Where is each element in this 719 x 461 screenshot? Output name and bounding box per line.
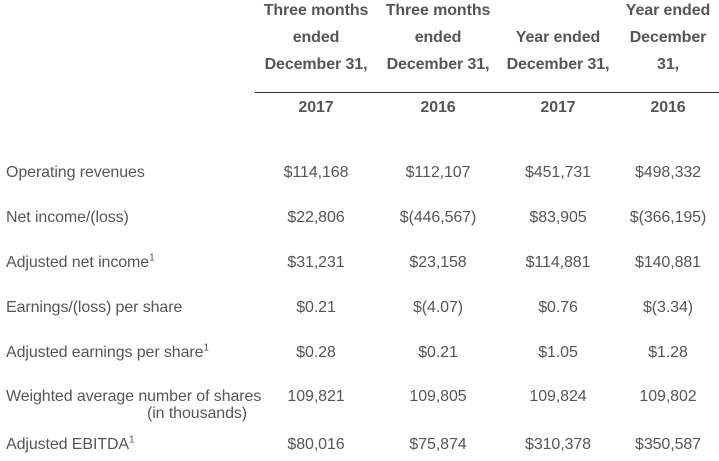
column-header-line: December 31, xyxy=(506,56,610,73)
cell-value: $(366,195) xyxy=(629,208,707,226)
year-row: 2017 2016 2017 2016 xyxy=(0,92,719,121)
table-row-operating-revenues: Operating revenues $114,168 $112,107 $45… xyxy=(0,150,719,195)
table-row-adjusted-net-income: Adjusted net income1 $31,231 $23,158 $11… xyxy=(0,240,719,285)
row-label: Weighted average number of shares (in th… xyxy=(0,388,262,422)
cell-value: $0.21 xyxy=(418,343,458,361)
row-label-text: Adjusted earnings per share xyxy=(6,343,204,361)
column-header-line: December 31, xyxy=(264,56,368,73)
column-year: 2017 xyxy=(298,99,334,116)
table-row-weighted-shares: Weighted average number of shares (in th… xyxy=(0,375,719,432)
cell-value: $114,881 xyxy=(525,253,591,271)
row-label: Adjusted EBITDA1 xyxy=(0,434,255,454)
column-header-line: Year ended xyxy=(515,29,601,46)
cell-value: $451,731 xyxy=(525,163,591,181)
row-label-subtext: (in thousands) xyxy=(147,405,247,422)
cell-value: 109,821 xyxy=(287,388,345,405)
cell-value: $(3.34) xyxy=(643,298,693,316)
row-label-text: Earnings/(loss) per share xyxy=(6,298,183,316)
row-label-text: Net income/(loss) xyxy=(6,208,129,226)
row-label-text: Weighted average number of shares xyxy=(6,388,262,405)
column-header-fy-2017: Year ended December 31, xyxy=(499,0,617,92)
row-label-text: Adjusted net income xyxy=(6,253,150,271)
cell-value: $23,158 xyxy=(409,253,467,271)
column-header-line: Three months xyxy=(263,2,369,19)
cell-value: $22,806 xyxy=(287,208,345,226)
cell-value: $0.28 xyxy=(296,343,336,361)
column-header-line: Three months xyxy=(385,2,491,19)
cell-value: $0.21 xyxy=(296,298,336,316)
cell-value: 109,824 xyxy=(529,388,587,405)
column-header-line: December 31, xyxy=(629,29,707,73)
row-label: Operating revenues xyxy=(0,164,255,182)
column-year: 2017 xyxy=(540,99,576,116)
cell-value: $1.28 xyxy=(648,343,688,361)
footnote-marker: 1 xyxy=(149,252,155,264)
table-body: Operating revenues $114,168 $112,107 $45… xyxy=(0,150,719,461)
cell-value: $310,378 xyxy=(525,436,591,453)
column-year: 2016 xyxy=(650,99,686,116)
row-label: Adjusted net income1 xyxy=(0,252,255,272)
column-header-line: ended xyxy=(414,29,462,46)
footnote-marker: 1 xyxy=(203,342,209,354)
footnote-marker: 1 xyxy=(129,434,135,446)
cell-value: $140,881 xyxy=(635,253,701,271)
table-header-row: Three months ended December 31, Three mo… xyxy=(0,0,719,92)
cell-value: $80,016 xyxy=(287,436,345,453)
cell-value: $498,332 xyxy=(635,163,701,181)
column-header-q4-2016: Three months ended December 31, xyxy=(377,0,499,92)
column-header-line: ended xyxy=(292,29,340,46)
cell-value: $350,587 xyxy=(635,436,701,453)
cell-value: 109,805 xyxy=(409,388,467,405)
column-header-line: Year ended xyxy=(625,2,711,19)
row-label: Earnings/(loss) per share xyxy=(0,299,255,317)
cell-value: $1.05 xyxy=(538,343,578,361)
table-row-adjusted-ebitda: Adjusted EBITDA1 $80,016 $75,874 $310,37… xyxy=(0,432,719,461)
cell-value: $83,905 xyxy=(529,208,587,226)
column-header-line: December 31, xyxy=(386,56,490,73)
column-header-q4-2017: Three months ended December 31, xyxy=(255,0,377,92)
header-spacer xyxy=(0,0,255,92)
column-year: 2016 xyxy=(420,99,456,116)
cell-value: $114,168 xyxy=(283,163,349,181)
year-row-spacer xyxy=(0,92,255,121)
cell-value: $(4.07) xyxy=(413,298,463,316)
cell-value: $(446,567) xyxy=(399,208,477,226)
row-label-text: Operating revenues xyxy=(6,163,145,181)
row-label: Net income/(loss) xyxy=(0,209,255,227)
cell-value: $31,231 xyxy=(287,253,345,271)
row-label: Adjusted earnings per share1 xyxy=(0,342,255,362)
table-row-net-income: Net income/(loss) $22,806 $(446,567) $83… xyxy=(0,195,719,240)
column-header-fy-2016: Year ended December 31, xyxy=(617,0,719,92)
header-rule: 2017 2016 2017 2016 xyxy=(255,92,719,121)
cell-value: $112,107 xyxy=(405,163,471,181)
cell-value: $0.76 xyxy=(538,298,578,316)
cell-value: $75,874 xyxy=(409,436,467,453)
table-row-adjusted-eps: Adjusted earnings per share1 $0.28 $0.21… xyxy=(0,330,719,375)
cell-value: 109,802 xyxy=(639,388,697,405)
row-label-text: Adjusted EBITDA xyxy=(6,436,130,453)
table-row-eps: Earnings/(loss) per share $0.21 $(4.07) … xyxy=(0,285,719,330)
